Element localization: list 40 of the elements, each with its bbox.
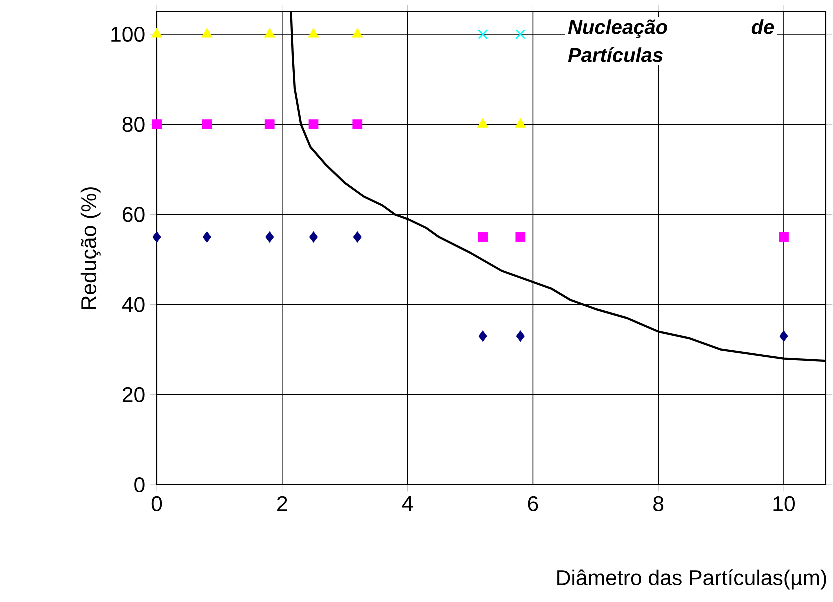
y-tick-label: 100 — [112, 26, 145, 42]
y-tick-label: 60 — [122, 207, 145, 222]
x-axis-title: Diâmetro das Partículas(µm) — [558, 570, 826, 590]
point — [780, 330, 788, 342]
point — [353, 232, 362, 243]
x-tick-label: 2 — [278, 496, 288, 512]
point — [264, 28, 276, 38]
point — [202, 28, 213, 38]
point — [352, 120, 363, 130]
point — [266, 232, 274, 243]
x-tick-label: 8 — [654, 496, 664, 512]
x-tick-label: 10 — [774, 496, 796, 512]
point — [516, 232, 526, 242]
point — [308, 28, 320, 38]
point — [515, 118, 526, 128]
point — [152, 28, 162, 38]
point — [152, 232, 162, 243]
point — [516, 330, 525, 342]
text: Nucleação de Partículas — [568, 20, 774, 62]
point — [352, 28, 364, 38]
point — [779, 232, 789, 242]
y-tick-label: 80 — [122, 117, 145, 132]
y-axis-title: Redução (%) — [80, 188, 101, 309]
point — [309, 232, 318, 243]
point — [202, 232, 212, 243]
point — [152, 120, 162, 130]
x-tick-label: 6 — [528, 496, 538, 512]
point — [478, 330, 488, 342]
point — [478, 232, 488, 242]
point — [202, 120, 212, 130]
point — [264, 120, 275, 130]
y-tick-label: 0 — [134, 477, 145, 493]
x-tick-label: 4 — [402, 496, 414, 512]
x-tick-label: 0 — [152, 496, 162, 512]
y-tick-label: 40 — [122, 297, 145, 312]
y-tick-label: 20 — [122, 387, 145, 402]
point — [516, 30, 526, 40]
point — [478, 118, 488, 128]
point — [308, 120, 319, 130]
point — [478, 30, 488, 40]
